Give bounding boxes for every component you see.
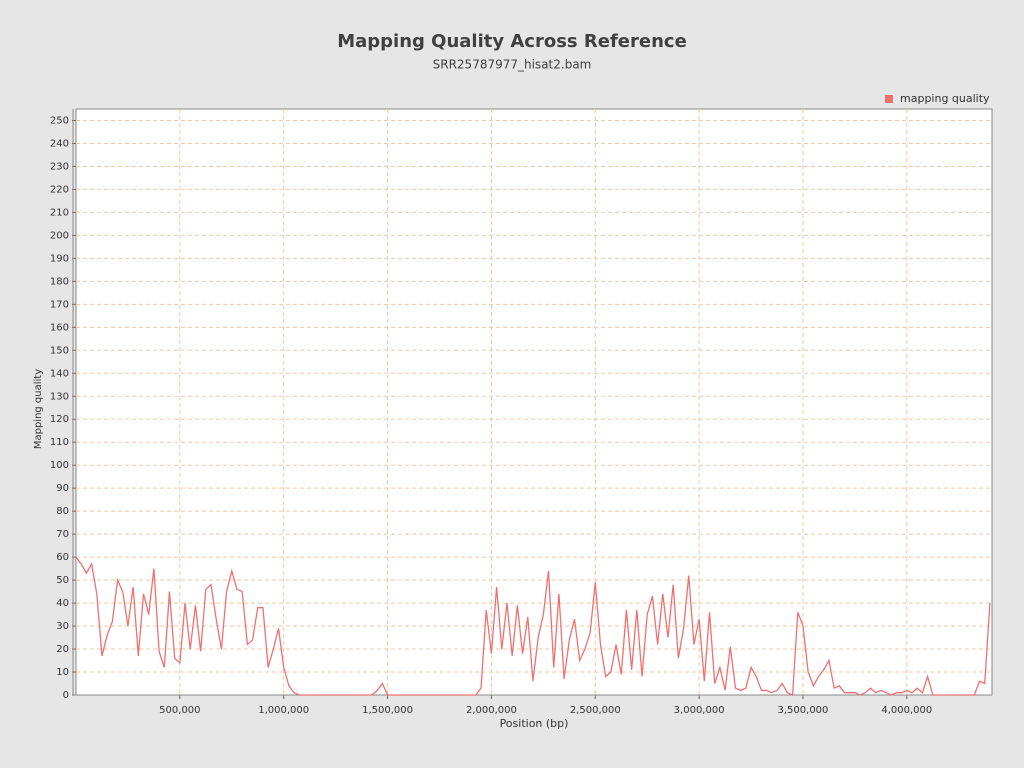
y-tick-label: 0 [63,690,69,701]
y-tick-label: 10 [56,667,69,678]
legend-swatch [885,95,893,103]
y-tick-label: 110 [50,437,69,448]
y-tick-label: 120 [50,414,69,425]
x-tick-label: 4,000,000 [881,705,932,716]
y-tick-label: 130 [50,391,69,402]
y-tick-label: 60 [56,552,69,563]
y-tick-label: 70 [56,529,69,540]
y-tick-label: 150 [50,345,69,356]
y-tick-label: 240 [50,138,69,149]
x-tick-label: 3,500,000 [778,705,829,716]
y-tick-label: 200 [50,230,69,241]
x-tick-label: 3,000,000 [674,705,725,716]
y-tick-label: 170 [50,299,69,310]
y-tick-label: 250 [50,115,69,126]
y-tick-label: 210 [50,207,69,218]
plot-area [75,108,993,696]
data-line [75,556,991,696]
y-tick-label: 40 [56,598,69,609]
y-tick-label: 50 [56,575,69,586]
y-tick-label: 160 [50,322,69,333]
y-axis-label: Mapping quality [33,369,44,449]
legend-label: mapping quality [900,92,990,105]
y-tick-label: 80 [56,506,69,517]
chart-subtitle: SRR25787977_hisat2.bam [433,58,592,72]
y-tick-label: 100 [50,460,69,471]
y-tick-label: 180 [50,276,69,287]
chart-title: Mapping Quality Across Reference [337,31,687,52]
y-tick-label: 190 [50,253,69,264]
x-tick-label: 2,000,000 [466,705,517,716]
x-tick-label: 1,000,000 [258,705,309,716]
y-tick-label: 230 [50,161,69,172]
y-tick-label: 140 [50,368,69,379]
y-tick-label: 220 [50,184,69,195]
y-tick-label: 30 [56,621,69,632]
y-tick-label: 90 [56,483,69,494]
y-tick-label: 20 [56,644,69,655]
x-tick-label: 2,500,000 [570,705,621,716]
x-tick-label: 500,000 [159,705,200,716]
x-tick-label: 1,500,000 [362,705,413,716]
x-axis-label: Position (bp) [500,717,569,730]
